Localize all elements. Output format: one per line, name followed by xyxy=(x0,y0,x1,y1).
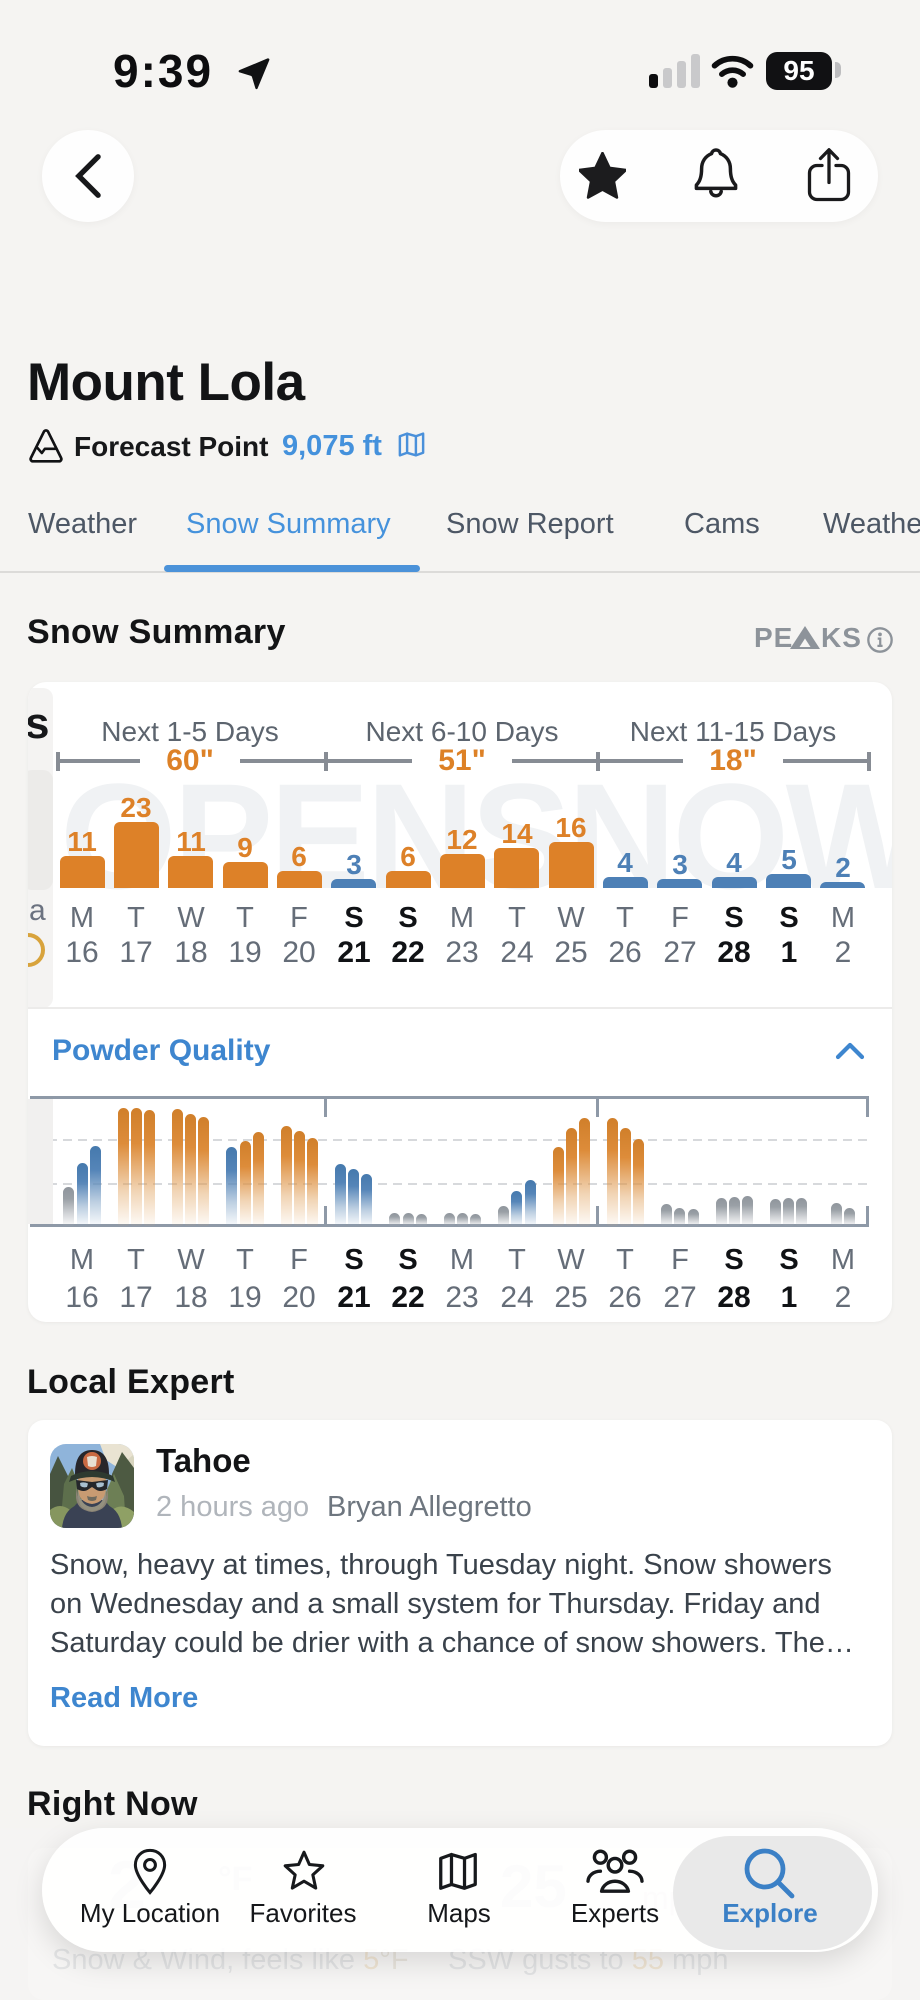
svg-text:KS: KS xyxy=(821,625,862,651)
svg-text:PE: PE xyxy=(754,625,793,651)
